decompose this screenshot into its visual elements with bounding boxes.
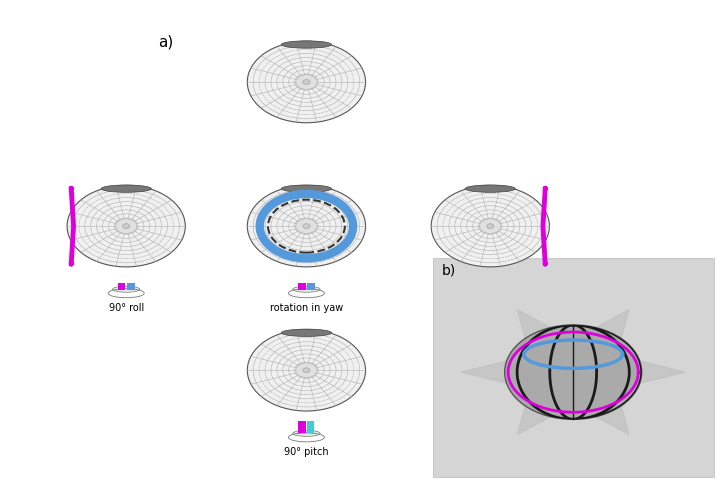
- Ellipse shape: [101, 185, 151, 192]
- Circle shape: [479, 219, 501, 234]
- Text: b): b): [441, 263, 456, 277]
- Polygon shape: [634, 360, 685, 385]
- FancyBboxPatch shape: [307, 421, 314, 433]
- Circle shape: [487, 224, 494, 229]
- Circle shape: [505, 325, 642, 419]
- Polygon shape: [588, 310, 629, 344]
- Circle shape: [296, 219, 317, 234]
- Polygon shape: [517, 400, 558, 434]
- Circle shape: [67, 185, 185, 267]
- Ellipse shape: [112, 286, 140, 292]
- Circle shape: [247, 330, 366, 411]
- Circle shape: [303, 80, 310, 84]
- Circle shape: [247, 185, 366, 267]
- Circle shape: [247, 41, 366, 123]
- Ellipse shape: [281, 329, 332, 336]
- FancyBboxPatch shape: [433, 258, 714, 477]
- FancyBboxPatch shape: [298, 283, 306, 290]
- Circle shape: [123, 224, 130, 229]
- Circle shape: [431, 185, 549, 267]
- Ellipse shape: [281, 41, 332, 48]
- Circle shape: [303, 368, 310, 373]
- Polygon shape: [588, 400, 629, 434]
- Text: 90° pitch: 90° pitch: [284, 447, 329, 457]
- Circle shape: [115, 219, 137, 234]
- Text: a): a): [159, 35, 174, 50]
- Circle shape: [296, 75, 317, 89]
- FancyBboxPatch shape: [127, 283, 135, 290]
- Ellipse shape: [281, 185, 332, 192]
- FancyBboxPatch shape: [118, 283, 125, 290]
- Circle shape: [303, 224, 310, 229]
- Text: 90° roll: 90° roll: [109, 303, 143, 313]
- Polygon shape: [518, 310, 558, 344]
- FancyBboxPatch shape: [298, 421, 306, 433]
- Text: rotation in yaw: rotation in yaw: [270, 303, 343, 313]
- Ellipse shape: [293, 286, 320, 292]
- Polygon shape: [461, 360, 512, 385]
- Circle shape: [296, 363, 317, 378]
- FancyBboxPatch shape: [307, 283, 315, 290]
- Ellipse shape: [465, 185, 516, 192]
- Ellipse shape: [293, 430, 320, 436]
